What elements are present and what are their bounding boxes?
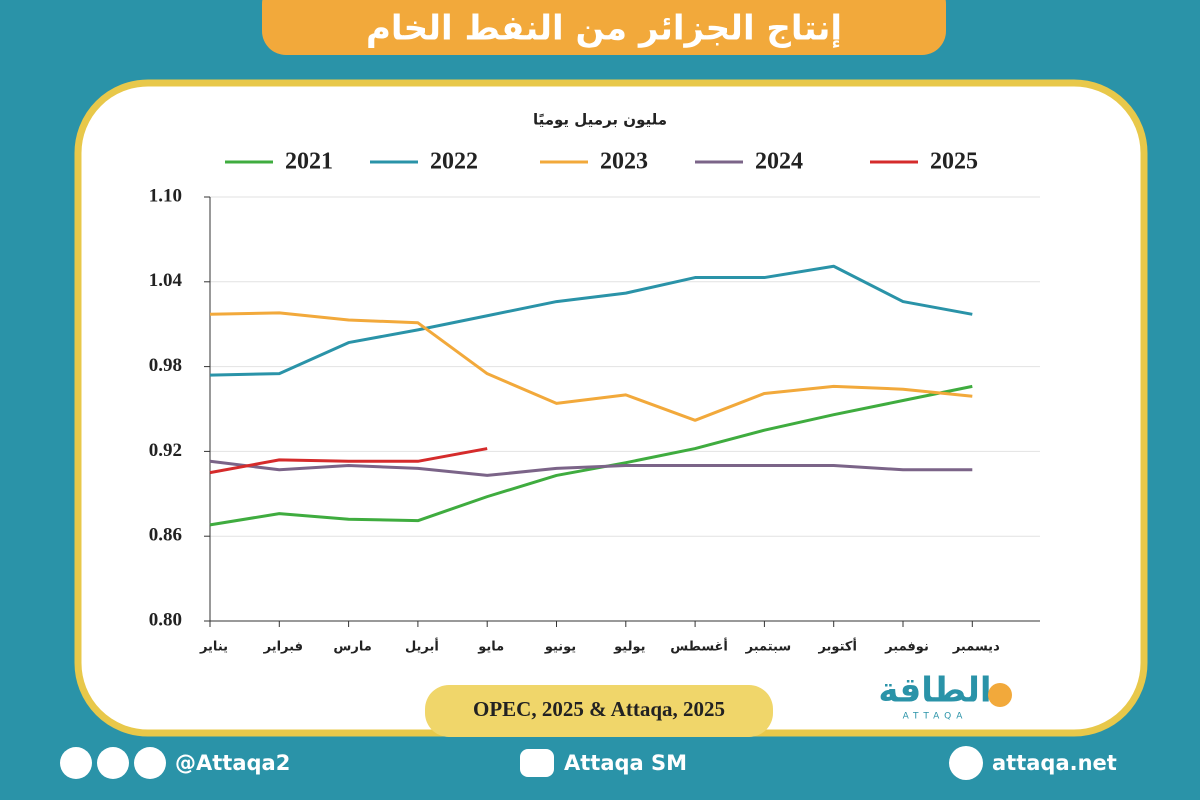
globe-icon	[949, 746, 983, 780]
source-banner	[425, 685, 773, 737]
logo-text: الطاقة	[878, 671, 991, 711]
facebook-icon	[134, 747, 166, 779]
x-tick-label: مارس	[333, 640, 371, 655]
x-tick-label: فبراير	[263, 640, 303, 655]
chart-title: إنتاج الجزائر من النفط الخام	[366, 9, 842, 49]
social-handle: @Attaqa2	[175, 751, 290, 775]
instagram-icon	[97, 747, 129, 779]
y-tick-label: 0.80	[149, 609, 182, 630]
title-banner	[262, 0, 946, 55]
panel	[74, 79, 1148, 737]
website: attaqa.net	[992, 751, 1117, 775]
legend-label: 2023	[600, 149, 648, 175]
legend-label: 2025	[930, 149, 978, 175]
y-tick-label: 0.92	[149, 440, 182, 461]
x-icon	[60, 747, 92, 779]
x-tick-label: أبريل	[405, 638, 439, 655]
x-tick-label: يوليو	[613, 640, 645, 655]
logo-latin: ATTAQA	[903, 712, 968, 722]
x-tick-label: سبتمبر	[745, 640, 792, 655]
series-line	[209, 459, 973, 477]
series-line	[209, 311, 973, 422]
legend-label: 2021	[285, 149, 333, 175]
y-tick-label: 1.10	[149, 185, 182, 206]
x-tick-label: أغسطس	[670, 638, 728, 655]
x-tick-label: يناير	[199, 640, 228, 655]
series-line	[209, 447, 488, 475]
x-tick-label: مايو	[477, 640, 504, 655]
series-line	[209, 384, 973, 527]
x-tick-label: ديسمبر	[952, 640, 1000, 655]
source: OPEC, 2025 & Attaqa, 2025	[473, 697, 725, 721]
y-tick-label: 1.04	[149, 270, 183, 291]
legend-label: 2022	[430, 149, 478, 175]
x-tick-label: أكتوبر	[817, 638, 856, 655]
youtube-handle: Attaqa SM	[564, 751, 687, 775]
y-axis-label: مليون برميل يوميًا	[533, 111, 667, 129]
youtube-icon	[520, 749, 554, 777]
y-tick-label: 0.86	[149, 525, 182, 546]
logo-icon	[988, 683, 1012, 707]
series-line	[209, 264, 973, 377]
x-tick-label: نوفمبر	[884, 640, 929, 655]
legend-label: 2024	[755, 149, 803, 175]
y-tick-label: 0.98	[149, 355, 182, 376]
x-tick-label: يونيو	[544, 640, 576, 655]
plot: 0.80 0.86 0.92 0.98 1.04 1.10 يناير فبراير مارس أ…	[149, 149, 1040, 655]
